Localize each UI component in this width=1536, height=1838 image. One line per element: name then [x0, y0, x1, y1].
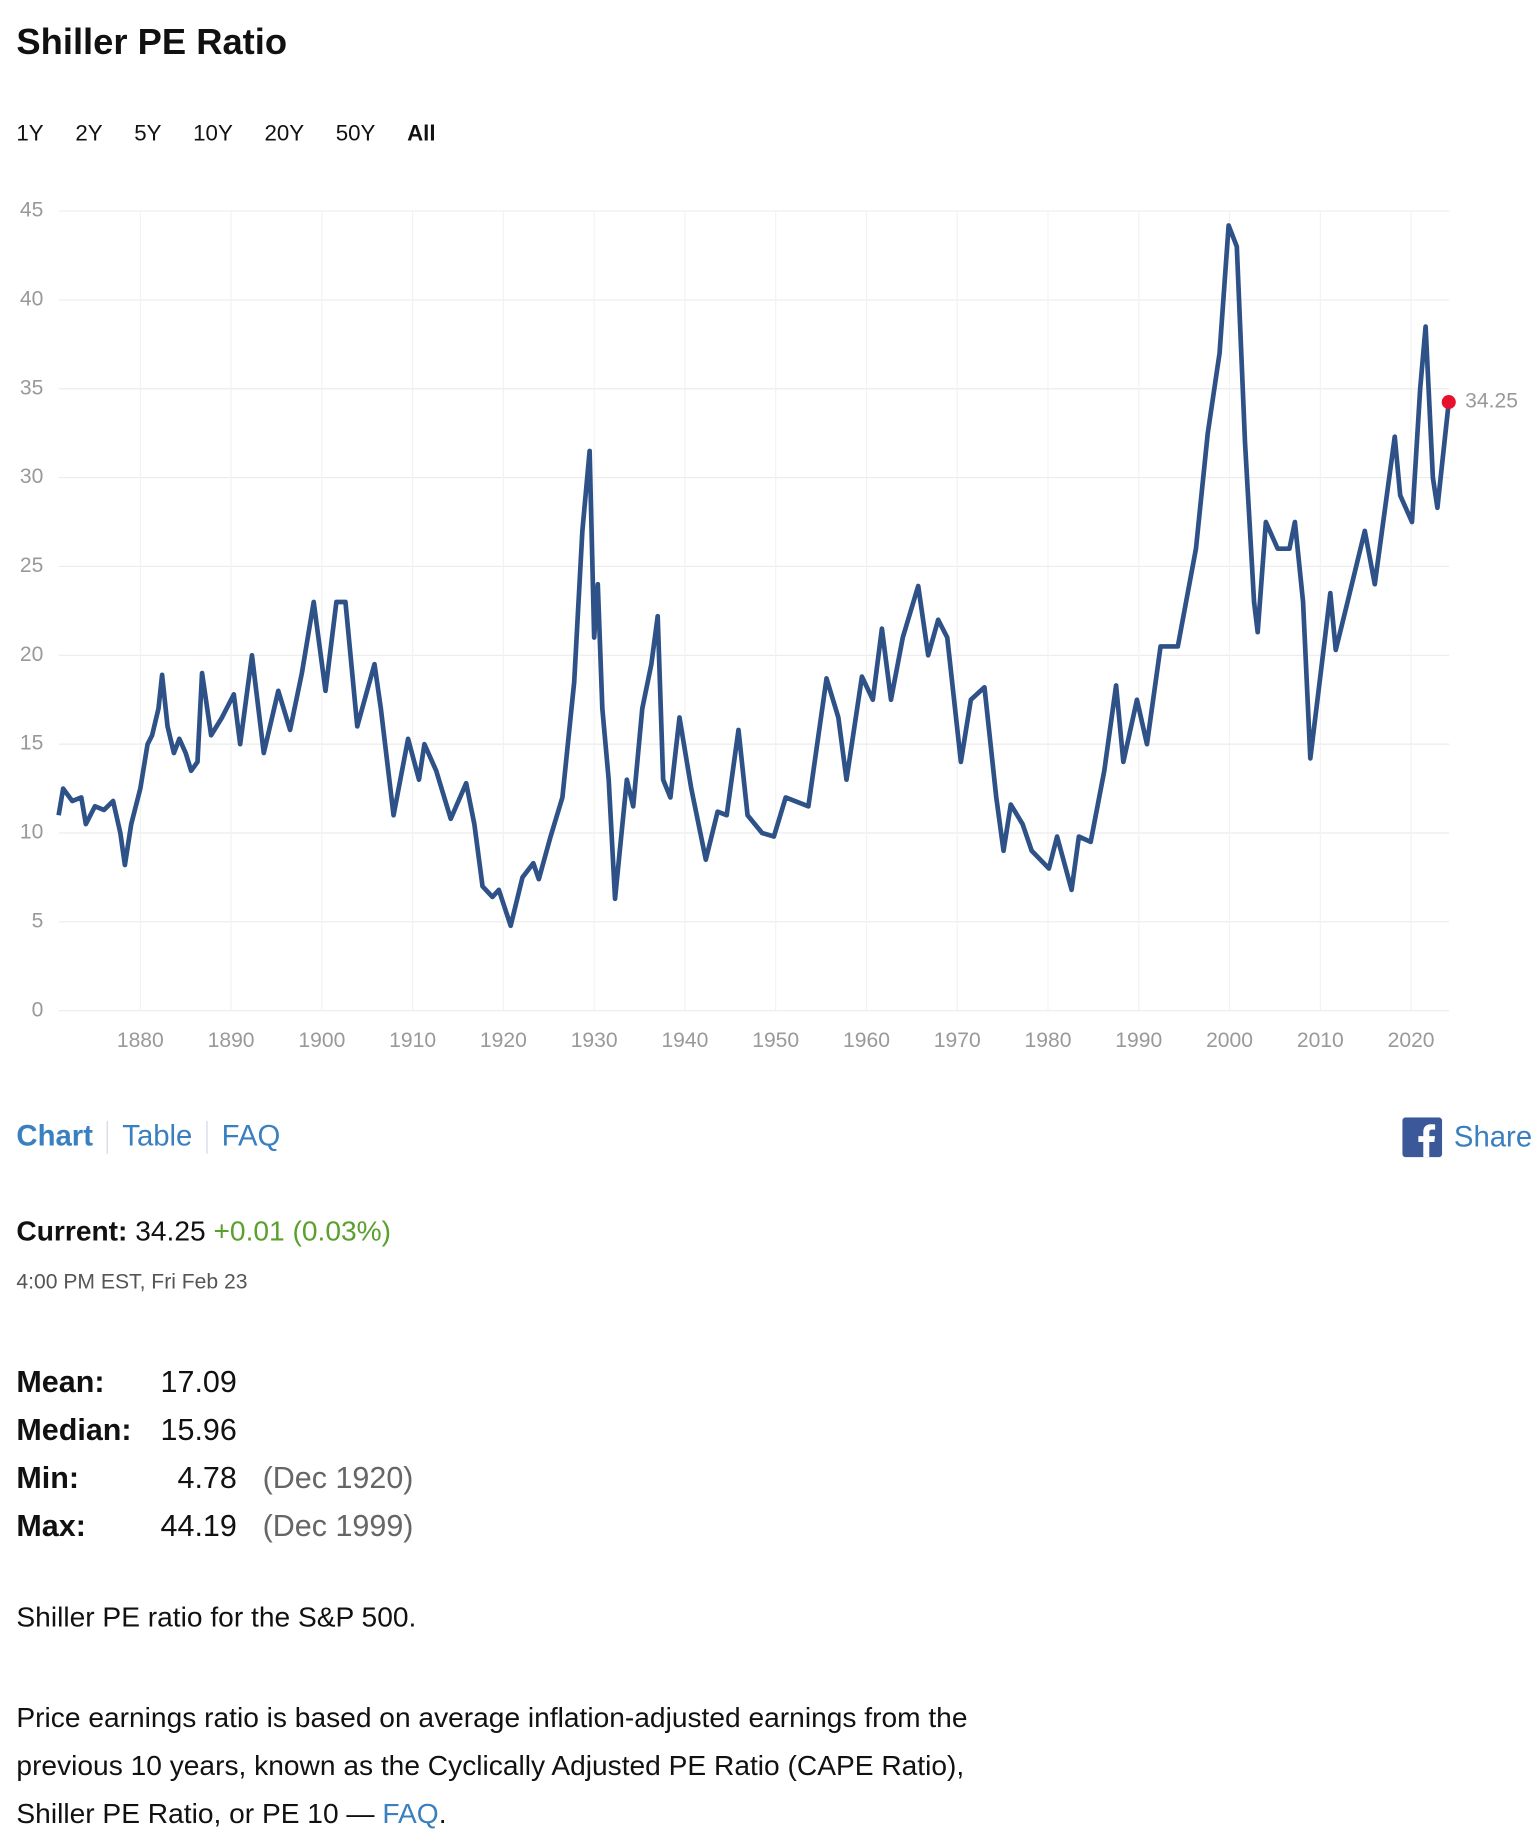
y-tick-label: 10 — [20, 821, 43, 844]
tab[interactable]: FAQ — [221, 1119, 281, 1153]
range-button[interactable]: 10Y — [193, 121, 233, 147]
stat-row: Median: 15.96 — [16, 1406, 413, 1454]
x-tick-label: 2010 — [1297, 1029, 1344, 1052]
stat-label: Median: — [16, 1411, 132, 1447]
timestamp: 4:00 PM EST, Fri Feb 23 — [16, 1269, 248, 1294]
tab-separator — [206, 1120, 208, 1154]
y-tick-label: 20 — [20, 643, 43, 666]
x-tick-label: 1950 — [752, 1029, 799, 1052]
stat-value: 15.96 — [160, 1411, 237, 1447]
facebook-icon — [1402, 1117, 1443, 1158]
stat-row: Max: 44.19 (Dec 1999) — [16, 1502, 413, 1550]
range-button[interactable]: 5Y — [134, 121, 162, 147]
current-change: +0.01 (0.03%) — [213, 1215, 392, 1248]
x-tick-label: 1940 — [661, 1029, 708, 1052]
x-tick-label: 1970 — [934, 1029, 981, 1052]
stat-value: 17.09 — [160, 1363, 237, 1399]
current-value: Current: 34.25 +0.01 (0.03%) — [16, 1216, 391, 1249]
y-tick-label: 0 — [32, 998, 44, 1021]
share-button[interactable]: Share — [1402, 1117, 1533, 1158]
stat-row: Mean: 17.09 — [16, 1358, 413, 1406]
last-point — [1441, 395, 1456, 410]
x-tick-label: 1900 — [298, 1029, 345, 1052]
stats: Mean: 17.09 Median: 15.96 Min: 4.78 (Dec 1920)… — [16, 1358, 413, 1550]
stat-label: Max: — [16, 1507, 86, 1544]
x-tick-label: 1980 — [1025, 1029, 1072, 1052]
current-number: 34.25 — [135, 1215, 206, 1248]
y-tick-label: 45 — [20, 199, 43, 222]
range-button[interactable]: 20Y — [264, 121, 305, 147]
page-title: Shiller PE Ratio — [16, 21, 288, 63]
stat-value: 4.78 — [177, 1459, 237, 1495]
range-button[interactable]: 1Y — [16, 121, 44, 147]
range-button[interactable]: All — [407, 121, 436, 147]
y-tick-label: 40 — [20, 287, 43, 310]
x-tick-label: 2000 — [1206, 1029, 1253, 1052]
description: Shiller PE ratio for the S&P 500. — [16, 1601, 417, 1634]
tabs: Chart Table FAQ — [16, 1120, 280, 1154]
stat-date: (Dec 1999) — [262, 1507, 414, 1544]
range-button[interactable]: 2Y — [75, 121, 103, 147]
explanation-text: Price earnings ratio is based on average… — [16, 1702, 968, 1831]
y-tick-label: 35 — [20, 376, 43, 399]
x-tick-label: 1930 — [571, 1029, 618, 1052]
range-button[interactable]: 50Y — [335, 121, 376, 147]
x-tick-label: 2020 — [1388, 1029, 1435, 1052]
explanation-end: . — [438, 1798, 447, 1831]
stat-row: Min: 4.78 (Dec 1920) — [16, 1454, 413, 1502]
explanation: Price earnings ratio is based on average… — [16, 1694, 977, 1838]
stat-date: (Dec 1920) — [262, 1459, 414, 1495]
y-tick-label: 30 — [20, 465, 43, 488]
range-selector: 1Y 2Y 5Y 10Y 20Y 50Y All — [16, 122, 435, 148]
y-tick-label: 5 — [32, 909, 44, 932]
y-tick-label: 25 — [20, 554, 43, 577]
y-tick-label: 15 — [20, 732, 43, 755]
x-tick-label: 1960 — [843, 1029, 890, 1052]
x-tick-label: 1990 — [1115, 1029, 1162, 1052]
share-label: Share — [1453, 1120, 1533, 1154]
tab[interactable]: Table — [122, 1119, 193, 1153]
x-tick-label: 1910 — [389, 1029, 436, 1052]
chart: 0 5 10 15 20 25 30 35 40 45 1880 1890 1900 1910 1920 19… — [20, 199, 1518, 1052]
line — [56, 223, 1452, 929]
x-tick-label: 1890 — [208, 1029, 255, 1052]
faq-link[interactable]: FAQ — [382, 1798, 439, 1831]
stat-value: 44.19 — [160, 1507, 237, 1544]
current-label: Current: — [16, 1215, 128, 1248]
x-tick-label: 1920 — [480, 1029, 527, 1052]
tab-separator — [107, 1120, 109, 1154]
stat-label: Min: — [16, 1459, 80, 1495]
x-tick-label: 1880 — [117, 1029, 164, 1052]
last-value-label: 34.25 — [1465, 390, 1518, 413]
tab[interactable]: Chart — [16, 1119, 93, 1153]
stat-label: Mean: — [16, 1363, 105, 1399]
